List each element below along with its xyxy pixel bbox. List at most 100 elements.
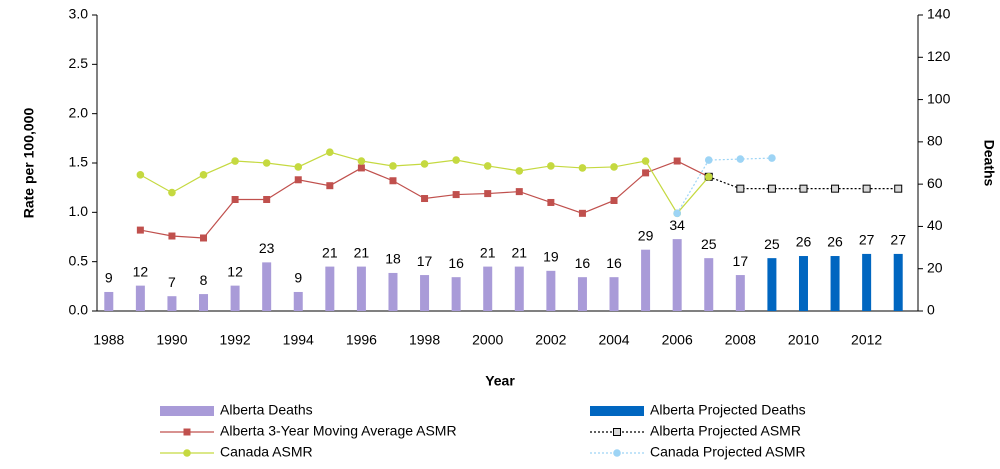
value-label: 26 [827,234,843,250]
value-label: 29 [638,227,654,243]
marker [200,234,208,242]
bar [293,291,303,311]
marker [578,209,586,217]
line [676,157,772,214]
value-label: 25 [701,236,717,252]
marker [704,156,713,164]
bar [577,277,587,311]
marker [894,184,903,193]
value-label: 16 [606,255,622,271]
marker [326,182,334,190]
value-label: 21 [511,244,527,260]
y2-tick-label: 0 [927,302,935,318]
bar [672,239,682,311]
value-label: 16 [448,255,464,271]
value-label: 21 [480,244,496,260]
marker [168,232,176,240]
bar [167,296,177,311]
marker [515,167,524,175]
y-tick-label: 1.0 [69,203,89,219]
y-tick-label: 2.5 [69,55,89,71]
marker [641,157,650,165]
bar [514,266,524,311]
marker [420,160,429,168]
x-tick-label: 2004 [598,332,629,348]
y2-tick-label: 60 [927,175,943,191]
value-label: 27 [859,232,875,248]
y2-axis-title: Deaths [981,140,997,187]
value-label: 25 [764,236,780,252]
value-label: 34 [669,217,685,233]
value-label: 16 [575,255,591,271]
value-label: 8 [200,272,208,288]
marker [136,171,145,179]
legend-marker [613,428,621,436]
value-label: 18 [385,251,401,267]
bar [230,285,240,311]
marker [768,154,776,162]
marker [262,159,271,167]
x-tick-label: 1992 [220,332,251,348]
y-tick-label: 0.5 [69,252,89,268]
marker [642,169,650,177]
value-label: 17 [417,253,433,269]
marker [610,196,618,204]
bar [609,277,619,311]
marker [547,162,555,170]
marker [831,184,840,193]
marker [199,171,208,179]
bar [641,249,651,311]
y2-tick-label: 120 [927,48,951,64]
y-tick-label: 2.0 [69,104,89,120]
legend-label: Alberta Projected Deaths [650,402,806,418]
marker [326,148,334,156]
bar [388,272,398,311]
marker [136,226,144,234]
marker [389,177,397,185]
x-tick-label: 1988 [93,332,124,348]
marker [294,176,302,184]
bar [546,270,556,311]
y2-tick-label: 80 [927,133,943,149]
x-tick-label: 2012 [851,332,882,348]
bar [356,266,366,311]
marker [799,184,808,193]
x-tick-label: 2002 [535,332,566,348]
bar [199,294,209,311]
value-label: 27 [890,232,906,248]
x-axis-title: Year [485,373,515,389]
x-tick-label: 2000 [472,332,503,348]
value-label: 12 [227,263,243,279]
bar [104,291,114,311]
marker [736,184,745,193]
bar [893,253,903,311]
legend-label: Alberta 3-Year Moving Average ASMR [220,423,457,439]
marker [263,196,271,204]
bar [483,266,493,311]
marker [704,173,713,181]
marker [168,188,176,197]
marker [421,195,429,203]
x-tick-label: 2008 [725,332,756,348]
marker [736,155,745,163]
y2-tick-label: 140 [927,6,951,22]
marker [862,184,871,193]
y-tick-label: 3.0 [69,6,89,22]
x-tick-label: 2010 [788,332,819,348]
legend-swatch [590,406,644,416]
value-label: 12 [133,263,149,279]
marker [389,162,397,170]
y2-tick-label: 40 [927,217,943,233]
legend-marker [183,449,191,457]
marker [673,157,681,165]
marker [578,164,587,172]
legend-label: Alberta Projected ASMR [650,423,801,439]
bar [262,262,272,311]
x-tick-label: 1998 [409,332,440,348]
x-tick-label: 1996 [346,332,377,348]
y2-tick-label: 100 [927,90,951,106]
marker [357,157,366,165]
x-tick-label: 2006 [662,332,693,348]
marker [767,184,776,193]
